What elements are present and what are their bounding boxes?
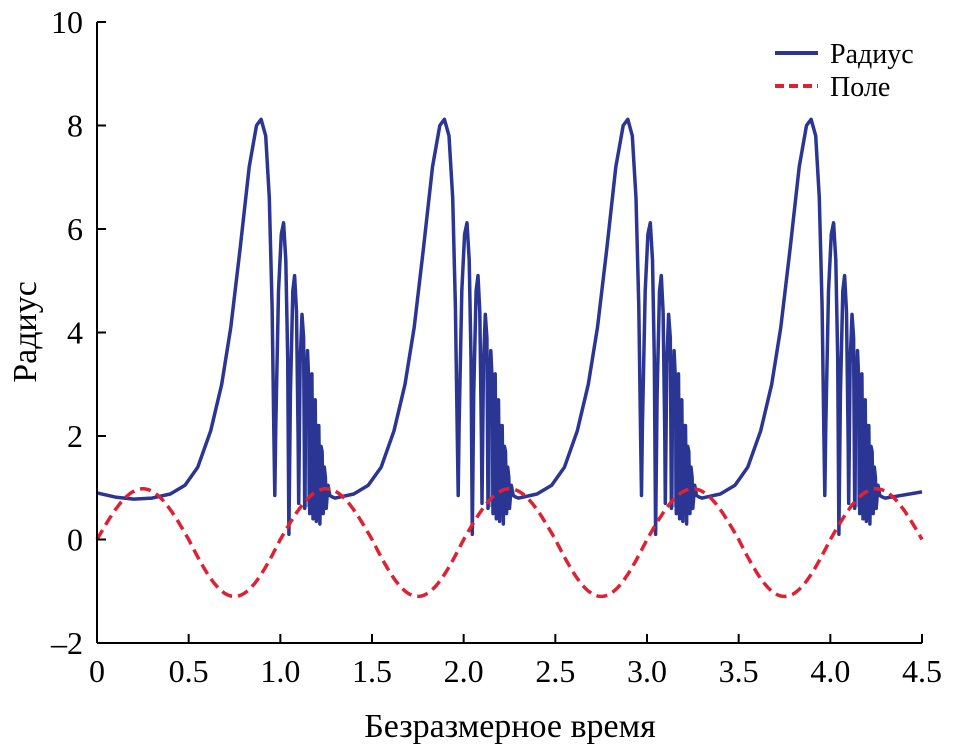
y-tick-label: 6 (67, 211, 83, 247)
x-tick-label: 3.5 (719, 653, 759, 689)
x-tick-label: 0.5 (169, 653, 209, 689)
x-tick-label: 4.5 (902, 653, 942, 689)
legend-label-radius: Радиус (830, 39, 914, 70)
series-radius-line (96, 117, 923, 537)
x-tick-label: 3.0 (627, 653, 667, 689)
x-tick-label: 4.0 (810, 653, 850, 689)
x-tick-label: 1.0 (260, 653, 300, 689)
legend-label-field: Поле (830, 72, 890, 103)
y-tick-label: 8 (67, 108, 83, 144)
x-tick-label: 2.5 (535, 653, 575, 689)
y-tick-label: –2 (50, 625, 83, 661)
x-tick-label: 0 (89, 653, 105, 689)
series-field-line (95, 487, 924, 599)
y-tick-label: 0 (67, 522, 83, 558)
plot-area (95, 117, 924, 599)
y-tick-label: 10 (51, 4, 83, 40)
legend: Радиус Поле (775, 39, 914, 103)
x-tick-label: 1.5 (352, 653, 392, 689)
y-tick-label: 2 (67, 418, 83, 454)
y-axis-label: Радиус (7, 281, 44, 383)
x-axis-label: Безразмерное время (364, 708, 656, 745)
y-tick-label: 4 (67, 315, 83, 351)
x-tick-label: 2.0 (444, 653, 484, 689)
